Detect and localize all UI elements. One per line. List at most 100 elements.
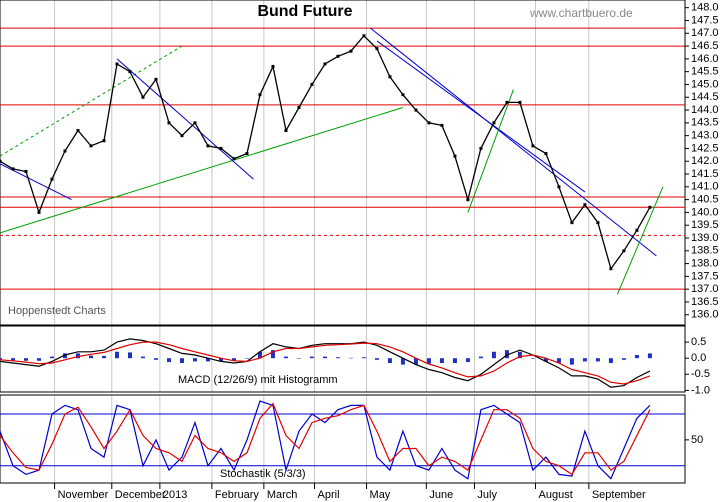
price-bar xyxy=(570,221,574,225)
price-bar xyxy=(401,93,405,97)
x-tick-label: November xyxy=(58,489,109,501)
histogram-bar xyxy=(114,351,119,359)
histogram-bar xyxy=(257,351,262,359)
histogram-bar xyxy=(504,350,509,359)
price-bar xyxy=(609,267,613,271)
price-bar xyxy=(323,62,327,66)
histogram-bar xyxy=(88,355,93,359)
histogram-bar xyxy=(0,358,2,360)
y-tick-label: 140.5 xyxy=(691,194,719,206)
price-bar xyxy=(557,185,561,189)
histogram-bar xyxy=(543,358,548,362)
histogram-bar xyxy=(309,356,314,359)
price-bar xyxy=(284,129,288,133)
trendline xyxy=(616,186,664,295)
histogram-bar xyxy=(153,358,158,360)
histogram-bar xyxy=(361,357,366,359)
y-tick-label: 144.0 xyxy=(691,104,719,116)
y-tick-label: 143.5 xyxy=(691,117,719,129)
histogram-bar xyxy=(283,356,288,359)
y-tick-label: 140.0 xyxy=(691,206,719,218)
panel-frame xyxy=(0,0,686,326)
price-bar xyxy=(362,34,366,38)
histogram-bar xyxy=(647,353,652,359)
price-bar xyxy=(544,152,548,156)
y-tick-label: 147.5 xyxy=(691,14,719,26)
price-bar xyxy=(219,146,223,150)
histogram-bar xyxy=(179,358,184,364)
price-bar xyxy=(596,221,600,225)
histogram-bar xyxy=(556,358,561,364)
price-bar xyxy=(50,177,54,181)
histogram-bar xyxy=(478,356,483,359)
price-bar xyxy=(492,121,496,125)
y-tick-label: 137.5 xyxy=(691,270,719,282)
histogram-bar xyxy=(36,358,41,361)
y-tick-label: 136.0 xyxy=(691,309,719,321)
y-tick-label: 143.0 xyxy=(691,130,719,142)
x-tick-label: 2013 xyxy=(163,489,187,501)
histogram-bar xyxy=(348,357,353,359)
histogram-bar xyxy=(270,350,275,359)
y-tick-label: -0.5 xyxy=(691,368,710,380)
price-bar xyxy=(622,249,626,253)
histogram-bar xyxy=(439,358,444,364)
y-tick-label: 146.5 xyxy=(691,40,719,52)
histogram-bar xyxy=(634,354,639,359)
histogram-bar xyxy=(231,358,236,361)
note: Hoppenstedt Charts xyxy=(8,305,106,317)
price-bar xyxy=(336,54,340,58)
histogram-bar xyxy=(426,358,431,364)
histogram-bar xyxy=(101,355,106,359)
y-tick-label: 50 xyxy=(691,434,703,446)
histogram-bar xyxy=(400,358,405,365)
price-bar xyxy=(76,129,80,133)
x-tick-label: March xyxy=(267,489,298,501)
y-tick-label: 146.0 xyxy=(691,53,719,65)
histogram-bar xyxy=(205,358,210,362)
trendline xyxy=(376,40,586,193)
price-bar xyxy=(128,70,132,74)
x-tick-label: July xyxy=(477,489,497,501)
price-bar xyxy=(89,144,93,148)
panel-frame xyxy=(0,394,686,484)
price-bar xyxy=(115,62,119,66)
trendline xyxy=(116,58,254,180)
price-bar xyxy=(167,121,171,125)
y-tick-label: 141.0 xyxy=(691,181,719,193)
y-tick-label: 144.5 xyxy=(691,91,719,103)
series-line xyxy=(0,338,651,388)
price-bar xyxy=(479,146,483,150)
series-line xyxy=(0,400,651,480)
y-tick-label: -1.0 xyxy=(691,384,710,396)
histogram-bar xyxy=(10,358,15,361)
histogram-bar xyxy=(127,352,132,359)
histogram-bar xyxy=(374,358,379,360)
price-bar xyxy=(310,82,314,86)
histogram-bar xyxy=(582,358,587,362)
trendline xyxy=(0,107,404,234)
histogram-bar xyxy=(296,358,301,359)
y-tick-label: 138.0 xyxy=(691,257,719,269)
y-tick-label: 145.0 xyxy=(691,78,719,90)
price-bar xyxy=(154,77,158,81)
histogram-bar xyxy=(530,358,535,359)
trendline xyxy=(370,27,657,257)
price-bar xyxy=(63,149,67,153)
price-bar xyxy=(180,134,184,138)
chart-title: Bund Future xyxy=(257,3,352,20)
y-tick-label: 141.5 xyxy=(691,168,719,180)
histogram-bar xyxy=(335,357,340,359)
price-bar xyxy=(648,205,652,209)
price-bar xyxy=(440,123,444,127)
panel-frame xyxy=(0,325,686,393)
price-bar xyxy=(24,169,28,173)
price-bar xyxy=(388,75,392,79)
y-tick-label: 148.0 xyxy=(691,2,719,14)
histogram-bar xyxy=(192,358,197,362)
histogram-bar xyxy=(140,356,145,359)
price-bar xyxy=(297,105,301,109)
histogram-bar xyxy=(49,356,54,359)
